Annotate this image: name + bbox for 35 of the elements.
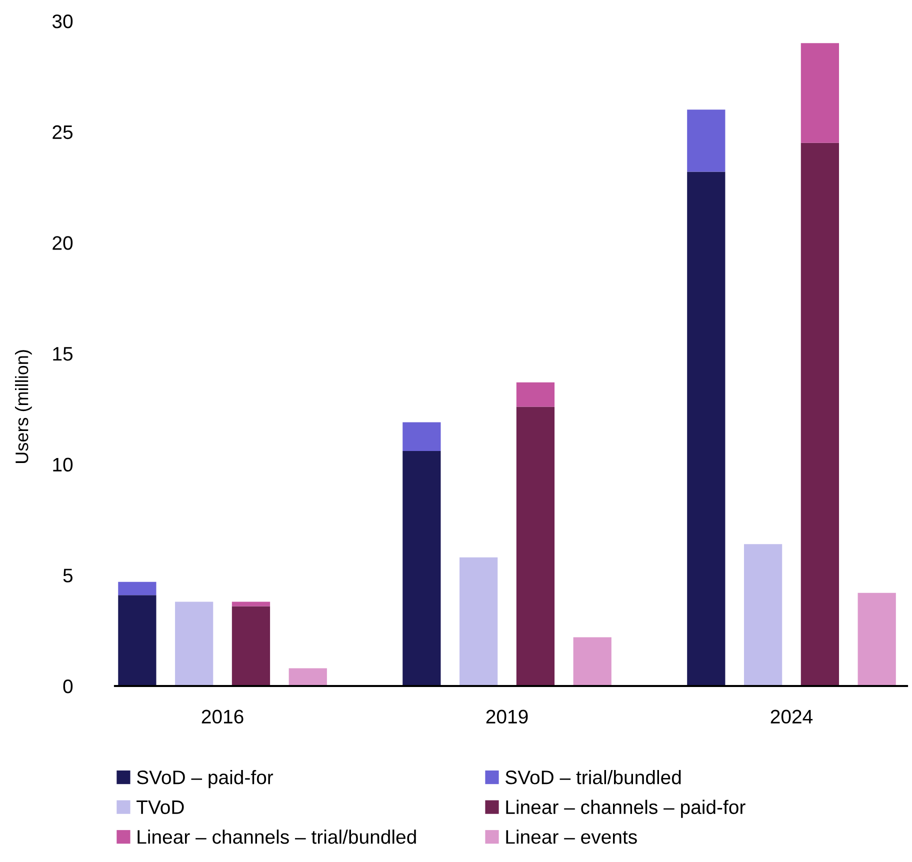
- legend-label: Linear – events: [506, 830, 637, 844]
- y-tick-label: 5: [63, 568, 73, 582]
- y-tick-label: 10: [53, 458, 73, 472]
- bar: [288, 668, 327, 686]
- bar: [573, 637, 612, 686]
- bar: [744, 544, 782, 686]
- bar: [858, 592, 896, 686]
- bar: [402, 451, 441, 686]
- bar: [232, 606, 270, 686]
- bar: [800, 142, 840, 686]
- bar: [118, 595, 156, 686]
- bar: [687, 110, 726, 172]
- legend-label: SVoD – trial/bundled: [506, 770, 681, 784]
- y-tick-label: 0: [63, 679, 73, 694]
- y-tick-label: 20: [52, 236, 73, 250]
- bar: [118, 582, 156, 596]
- legend-label: Linear – channels – trial/bundled: [138, 830, 416, 844]
- text: 2016: [202, 710, 244, 724]
- y-tick-label: 30: [52, 14, 73, 28]
- bar: [516, 406, 555, 686]
- bar: [800, 43, 840, 143]
- bar: [516, 382, 555, 407]
- y-tick-label: 15: [53, 347, 73, 361]
- legend-label: TVoD: [136, 800, 184, 814]
- y-axis-title: Users (million): [15, 350, 32, 463]
- bar: [402, 422, 441, 452]
- bar: [687, 172, 726, 686]
- bar: [175, 602, 214, 686]
- y-tick-label: 25: [52, 125, 73, 140]
- text: 2024: [770, 710, 813, 724]
- bar: [232, 602, 270, 606]
- text: 2019: [486, 710, 528, 724]
- legend-label: SVoD – paid-for: [136, 770, 274, 788]
- legend-label: Linear – channels – paid-for: [506, 800, 746, 818]
- bar: [460, 557, 498, 686]
